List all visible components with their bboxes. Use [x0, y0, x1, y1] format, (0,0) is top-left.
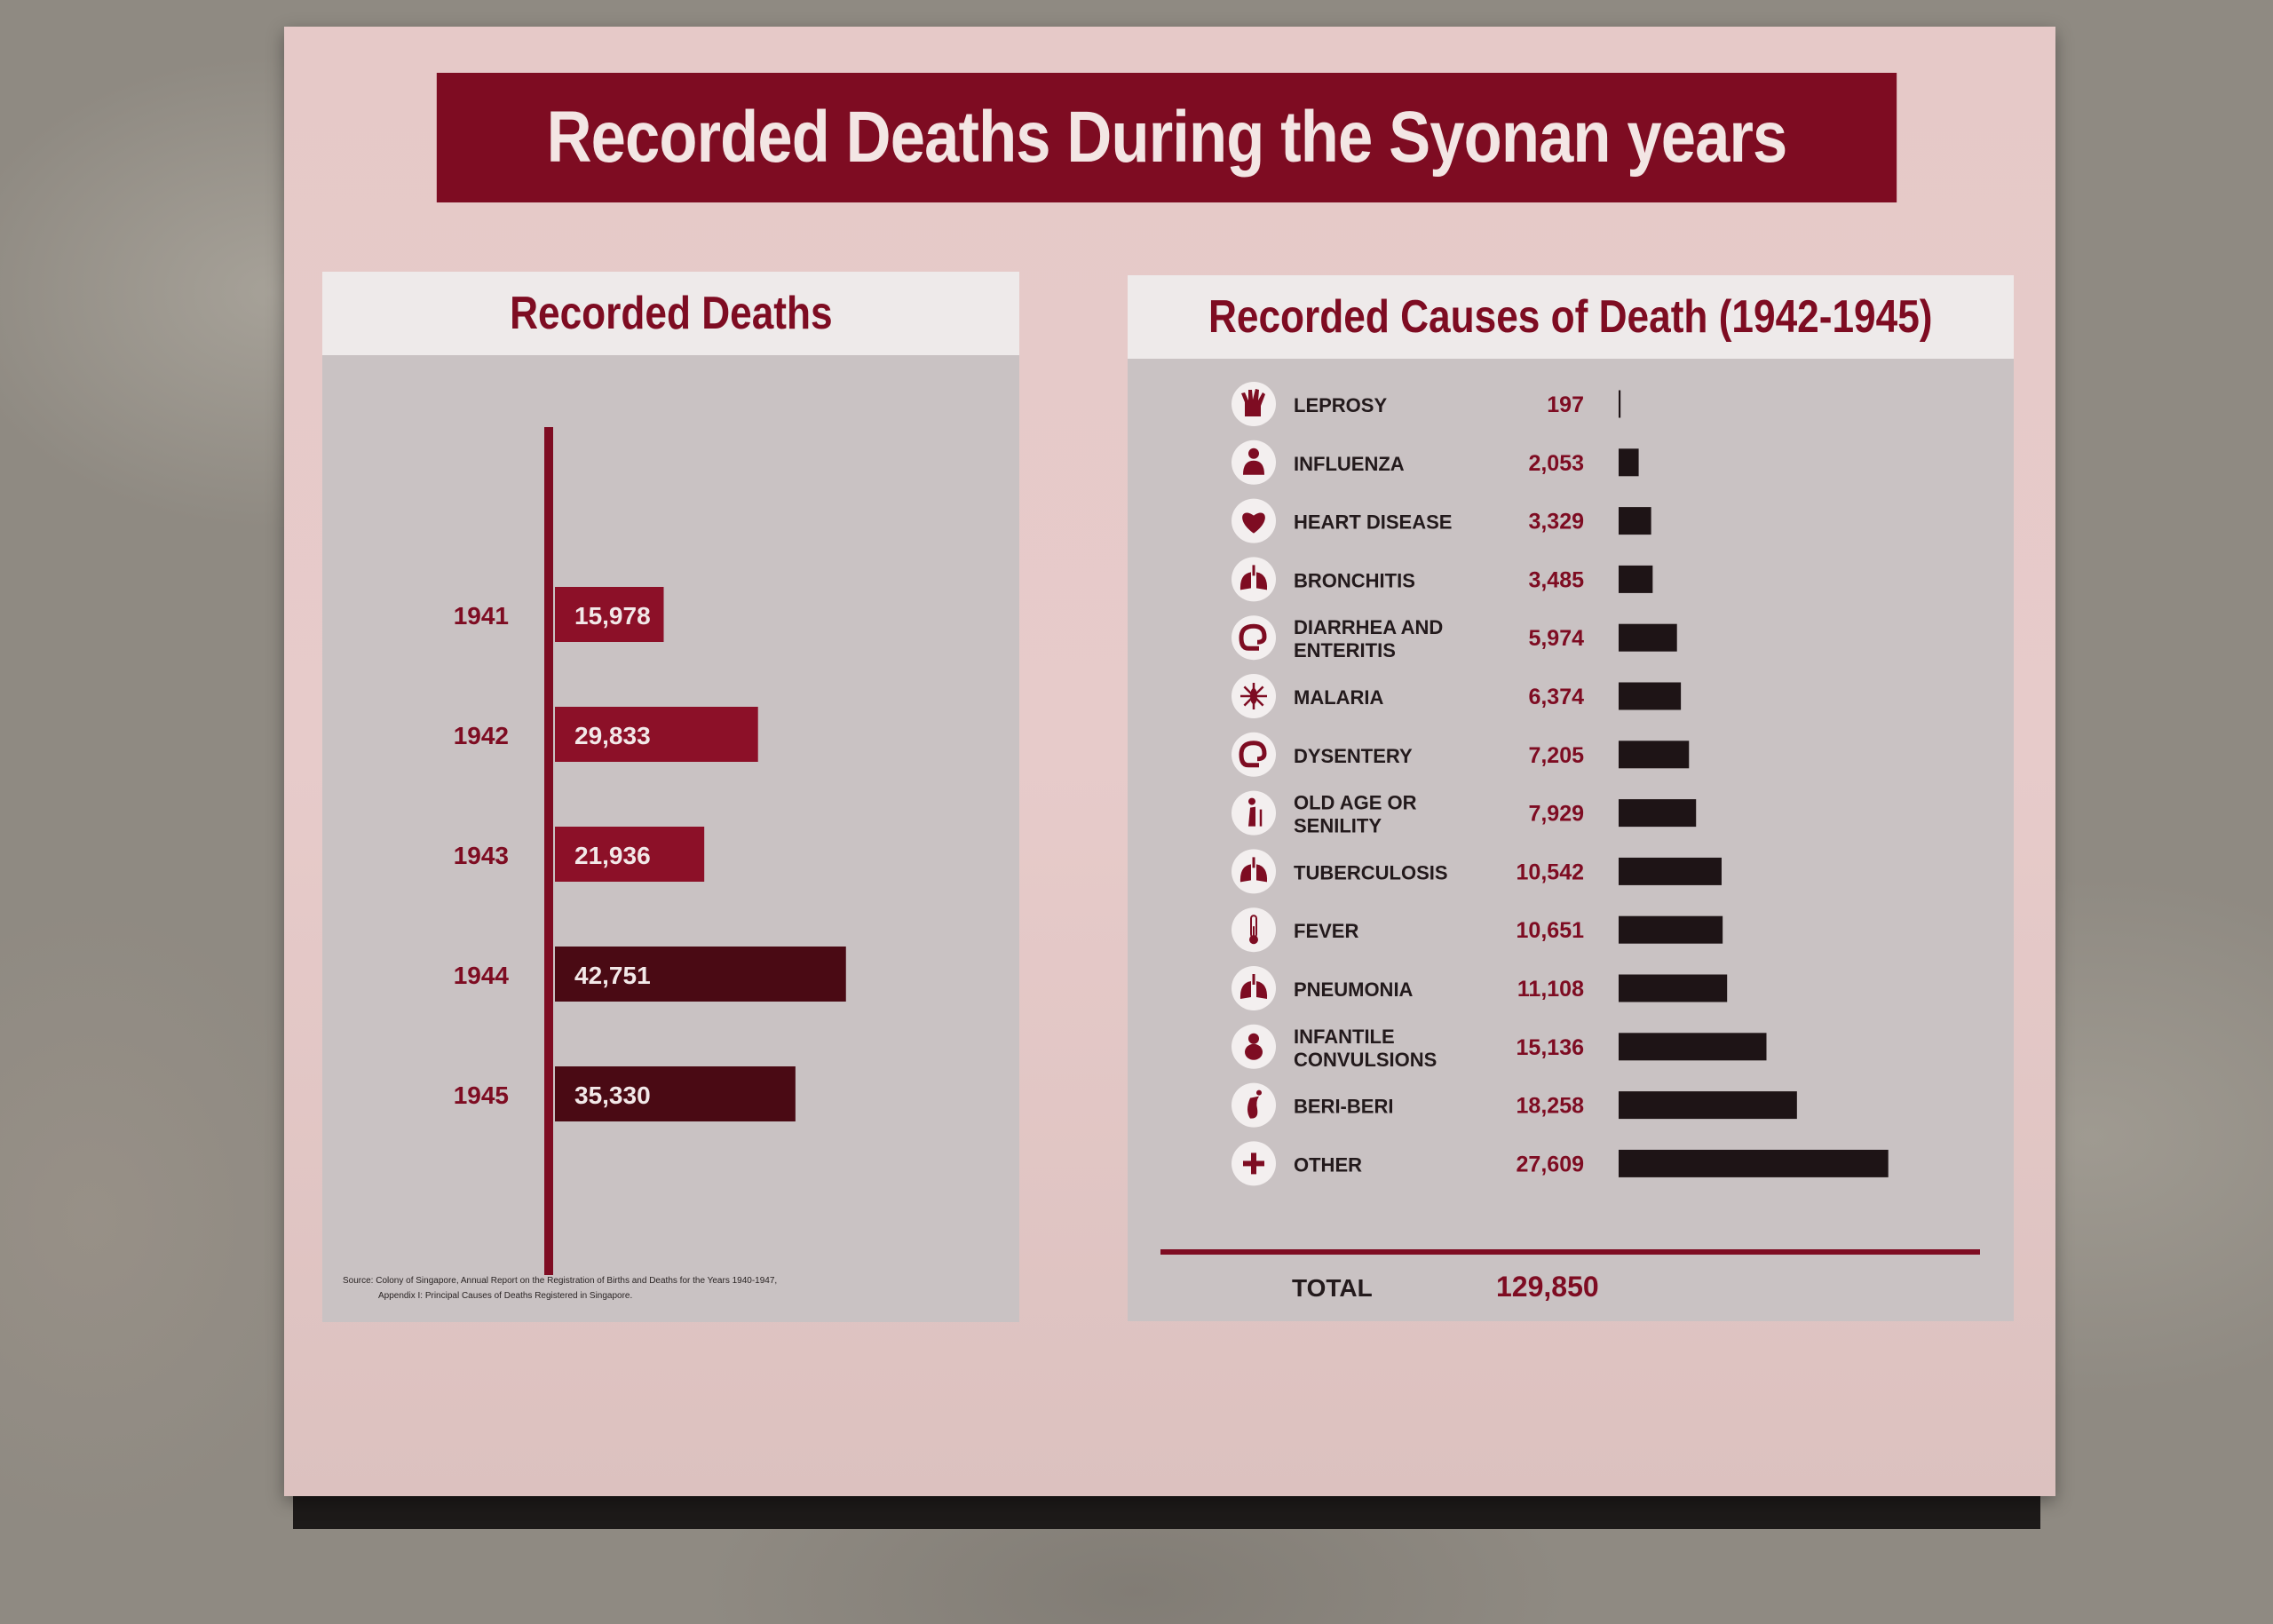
recorded-deaths-title: Recorded Deaths	[509, 288, 833, 339]
cause-label: FEVER	[1294, 920, 1358, 942]
plus-icon	[1232, 1141, 1276, 1186]
recorded-deaths-chart: 1941 15,978 1942 29,833 1943 21,936 1944 42,751…	[454, 427, 846, 1275]
cause-bar	[1619, 857, 1722, 885]
cause-bar	[1619, 1149, 1889, 1177]
thermometer-icon	[1232, 907, 1276, 953]
cause-label: LEPROSY	[1294, 394, 1387, 416]
cause-bar	[1619, 974, 1728, 1002]
elderly-cane-icon	[1232, 790, 1276, 836]
cause-bar	[1619, 682, 1682, 710]
cause-bar	[1619, 1033, 1767, 1061]
board-shadow	[293, 1492, 2040, 1529]
year-value-label: 35,330	[574, 1081, 651, 1109]
cause-value-label: 5,974	[1528, 626, 1584, 651]
year-value-label: 42,751	[574, 962, 651, 989]
cause-label: BERI-BERI	[1294, 1096, 1393, 1118]
cause-label: TUBERCULOSIS	[1294, 861, 1448, 883]
intestine-icon	[1232, 732, 1276, 777]
cause-value-label: 15,136	[1517, 1035, 1584, 1060]
cause-label: OLD AGE OR SENILITY	[1294, 792, 1417, 837]
source-note-line-2: Appendix I: Principal Causes of Deaths R…	[378, 1291, 633, 1301]
cause-bar	[1619, 507, 1651, 535]
cause-value-label: 197	[1547, 392, 1584, 417]
year-label: 1941	[454, 602, 509, 630]
year-bar	[555, 1066, 796, 1121]
total-label: TOTAL	[1292, 1274, 1373, 1302]
cause-value-label: 10,542	[1517, 860, 1584, 884]
recorded-deaths-panel: Recorded Deaths 1941 15,978 1942 29,833 1943…	[322, 272, 1019, 1322]
lungs-icon	[1232, 557, 1276, 602]
cause-value-label: 3,485	[1528, 567, 1584, 592]
cause-bar	[1619, 623, 1677, 652]
cause-label: INFLUENZA	[1294, 453, 1405, 475]
heart-icon	[1232, 498, 1276, 543]
year-bar	[555, 947, 846, 1002]
cause-label: HEART DISEASE	[1294, 511, 1452, 534]
foot-icon	[1232, 1082, 1276, 1128]
year-bar	[555, 707, 758, 762]
cause-bar	[1619, 565, 1653, 593]
source-note-line-1: Source: Colony of Singapore, Annual Repo…	[343, 1276, 778, 1286]
cause-label: INFANTILE CONVULSIONS	[1294, 1026, 1437, 1071]
year-value-label: 29,833	[574, 722, 651, 749]
cause-value-label: 6,374	[1528, 685, 1584, 709]
cause-bar	[1619, 1091, 1797, 1120]
cause-value-label: 7,205	[1528, 743, 1584, 768]
page-title: Recorded Deaths During the Syonan years	[436, 73, 1897, 202]
cause-label: MALARIA	[1294, 686, 1384, 709]
intestine-icon	[1232, 615, 1276, 661]
year-value-label: 21,936	[574, 842, 651, 869]
year-label: 1945	[454, 1081, 509, 1109]
lungs-icon	[1232, 849, 1276, 894]
cause-value-label: 18,258	[1517, 1094, 1585, 1119]
year-label: 1944	[454, 962, 510, 989]
lungs-icon	[1232, 966, 1276, 1010]
year-label: 1943	[454, 842, 509, 869]
cause-value-label: 2,053	[1528, 451, 1584, 476]
leprosy-hand-icon	[1232, 382, 1276, 426]
cause-label: OTHER	[1294, 1153, 1362, 1176]
causes-of-death-panel: Recorded Causes of Death (1942-1945) LEP…	[1128, 275, 2014, 1321]
recorded-deaths-header: Recorded Deaths	[322, 272, 1019, 355]
cause-label: PNEUMONIA	[1294, 978, 1414, 1001]
cause-label: DIARRHEA AND ENTERITIS	[1294, 616, 1443, 661]
causes-of-death-header: Recorded Causes of Death (1942-1945)	[1128, 275, 2014, 359]
cause-bar	[1619, 741, 1690, 769]
year-value-label: 15,978	[574, 602, 651, 630]
year-bar	[555, 827, 705, 882]
cause-value-label: 27,609	[1517, 1152, 1584, 1176]
year-bar	[555, 587, 664, 642]
mosquito-icon	[1232, 674, 1276, 718]
cause-bar	[1619, 915, 1723, 944]
year-label: 1942	[454, 722, 509, 749]
infant-icon	[1232, 1024, 1276, 1069]
cause-bar	[1619, 390, 1621, 418]
cause-label: DYSENTERY	[1294, 745, 1413, 767]
causes-of-death-title: Recorded Causes of Death (1942-1945)	[1208, 291, 1933, 343]
causes-of-death-chart: LEPROSY 197 INFLUENZA 2,053 HEART DISEASE 3,3…	[1160, 382, 1980, 1303]
cause-bar	[1619, 448, 1639, 477]
cause-value-label: 11,108	[1517, 977, 1584, 1002]
total-value: 129,850	[1496, 1271, 1599, 1303]
influenza-person-icon	[1232, 440, 1276, 485]
source-note: Source: Colony of Singapore, Annual Repo…	[343, 1273, 982, 1303]
cause-bar	[1619, 799, 1697, 828]
poster-board: Recorded Deaths During the Syonan years …	[284, 27, 2055, 1496]
cause-value-label: 7,929	[1528, 802, 1584, 827]
cause-value-label: 10,651	[1517, 918, 1585, 943]
cause-label: BRONCHITIS	[1294, 569, 1415, 591]
cause-value-label: 3,329	[1528, 510, 1584, 535]
